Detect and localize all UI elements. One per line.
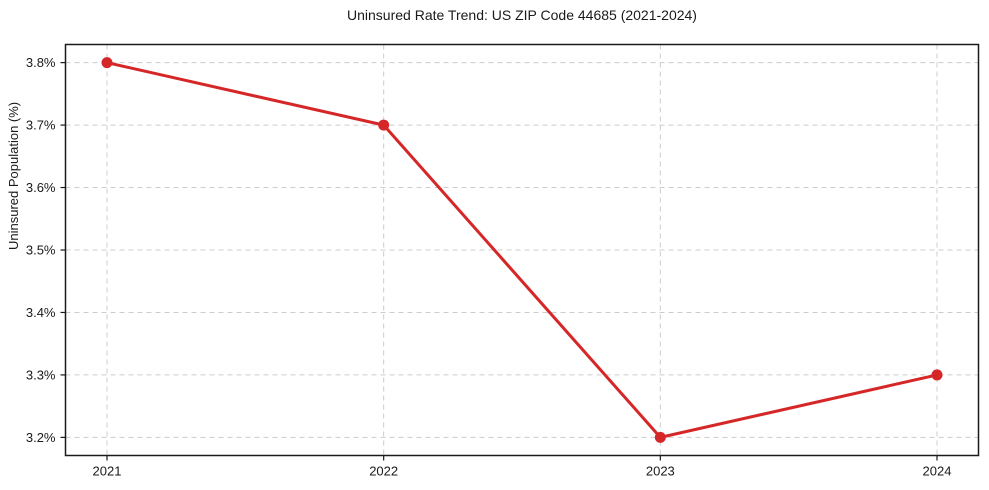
data-point (931, 369, 943, 381)
data-line (105, 61, 939, 439)
y-tick-label: 3.2% (26, 430, 56, 445)
data-point (101, 57, 113, 69)
x-tick-label: 2021 (93, 464, 122, 479)
y-tick-label: 3.5% (26, 243, 56, 258)
y-tick-label: 3.6% (26, 180, 56, 195)
plot-border (64, 43, 980, 457)
x-tick-label: 2024 (923, 464, 952, 479)
x-tick-label: 2022 (369, 464, 398, 479)
y-tick-label: 3.7% (26, 118, 56, 133)
y-tick-label: 3.4% (26, 305, 56, 320)
x-tick-label: 2023 (646, 464, 675, 479)
y-tick-label: 3.8% (26, 55, 56, 70)
chart-title: Uninsured Rate Trend: US ZIP Code 44685 … (347, 7, 697, 23)
y-tick-label: 3.3% (26, 367, 56, 382)
data-point (378, 119, 390, 131)
data-point (654, 431, 666, 443)
